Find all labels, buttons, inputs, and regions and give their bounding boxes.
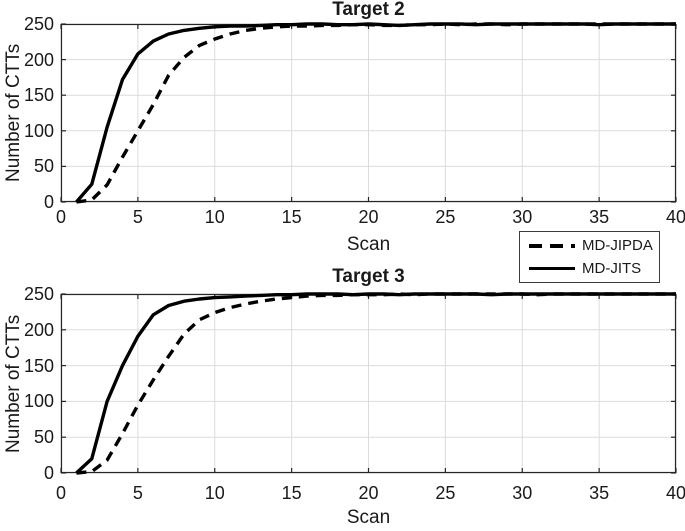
y-tick-label: 150 [23, 85, 54, 106]
grid-lines [60, 293, 677, 474]
subplot1-title: Target 2 [332, 0, 405, 20]
plot-canvas [60, 292, 677, 475]
md-jits-line [75, 22, 676, 204]
md-jipda-line [76, 22, 676, 204]
y-tick-label: 100 [23, 120, 54, 141]
y-tick-label: 250 [23, 14, 54, 34]
y-tick-label: 200 [23, 49, 54, 70]
subplot2-title: Target 3 [332, 266, 405, 287]
grid-lines [60, 23, 677, 203]
subplot2-plot-area [60, 292, 677, 475]
x-tick-label: 40 [665, 483, 685, 503]
subplot2-x-axis-label: Scan [346, 507, 391, 528]
x-tick-label: 5 [132, 483, 143, 503]
x-tick-label: 35 [589, 207, 610, 227]
x-tick-label: 20 [358, 207, 379, 227]
x-tick-label: 30 [512, 207, 533, 227]
legend-label: MD-JITS [582, 260, 642, 277]
legend-entry-md-jipda: MD-JIPDA [520, 234, 659, 257]
x-tick-label: 0 [55, 483, 66, 503]
y-tick-label: 250 [23, 284, 54, 304]
x-tick-label: 25 [435, 483, 456, 503]
y-tick-label: 0 [43, 463, 54, 483]
y-tick-label: 100 [23, 391, 54, 412]
x-tick-label: 10 [204, 207, 225, 227]
x-tick-label: 10 [204, 483, 225, 503]
solid-line-sample-icon [529, 266, 575, 271]
y-tick-label: 150 [23, 355, 54, 376]
x-tick-label: 40 [665, 207, 685, 227]
x-tick-label: 30 [512, 483, 533, 503]
legend-entry-md-jits: MD-JITS [520, 257, 659, 280]
dashed-line-sample-icon [529, 243, 575, 248]
y-tick-label: 0 [43, 192, 54, 212]
subplot1-x-axis-label: Scan [346, 234, 391, 255]
md-jits-line [75, 292, 676, 475]
x-tick-label: 15 [281, 483, 302, 503]
x-tick-label: 20 [358, 483, 379, 503]
y-tick-label: 50 [33, 156, 54, 177]
x-tick-label: 0 [55, 207, 66, 227]
x-tick-label: 15 [281, 207, 302, 227]
legend-box: MD-JIPDA MD-JITS [519, 231, 660, 283]
y-tick-label: 200 [23, 319, 54, 340]
x-tick-label: 5 [132, 207, 143, 227]
y-tick-label: 50 [33, 427, 54, 448]
md-jipda-line [76, 292, 676, 475]
legend-label: MD-JIPDA [582, 237, 653, 254]
x-tick-label: 35 [589, 483, 610, 503]
subplot1-plot-area [60, 22, 677, 204]
plot-canvas [60, 22, 677, 204]
x-tick-label: 25 [435, 207, 456, 227]
